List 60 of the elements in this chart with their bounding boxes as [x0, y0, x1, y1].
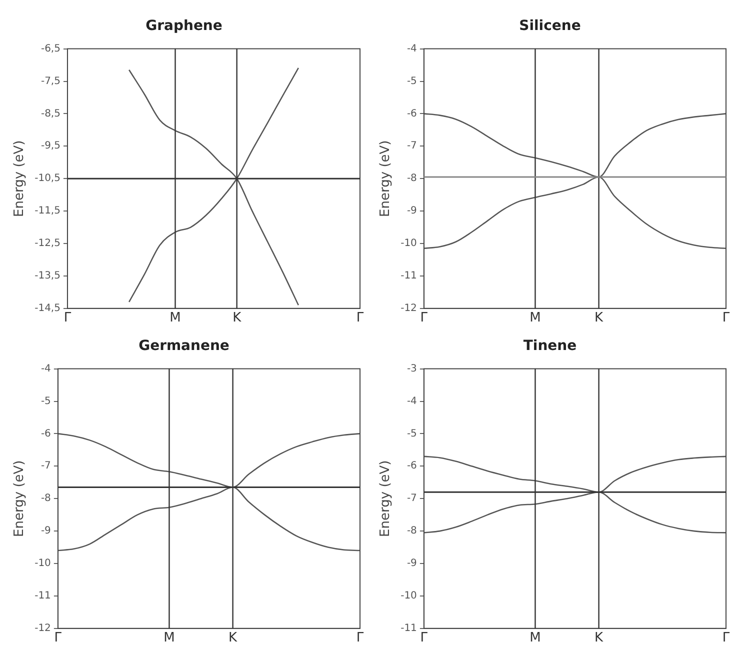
y-tick-label: -7: [406, 140, 417, 152]
x-tick-label: Γ: [722, 310, 730, 326]
x-tick-label: M: [164, 630, 175, 646]
y-tick-label: -10,5: [34, 173, 60, 184]
y-axis-title: Energy (eV): [378, 460, 394, 537]
y-tick-label: -12: [34, 622, 51, 634]
x-tick-label: K: [232, 310, 242, 326]
y-tick-label: -4: [40, 363, 51, 374]
y-tick-label: -10: [34, 558, 51, 570]
x-tick-label: M: [530, 310, 541, 326]
y-tick-label: -8: [406, 526, 417, 537]
chart-title: Graphene: [146, 18, 222, 34]
y-tick-label: -11: [400, 270, 417, 282]
y-tick-label: -13,5: [34, 270, 60, 282]
x-tick-label: K: [228, 630, 238, 646]
y-tick-label: -4: [406, 396, 417, 407]
x-tick-label: Γ: [54, 630, 62, 646]
y-tick-label: -10: [400, 590, 417, 602]
y-tick-label: -8,5: [40, 108, 60, 120]
x-tick-label: M: [530, 630, 541, 646]
y-tick-label: -3: [406, 363, 417, 374]
x-tick-label: Γ: [356, 310, 364, 326]
y-tick-label: -12,5: [34, 238, 60, 250]
chart-title: Silicene: [519, 18, 581, 34]
x-tick-label: Γ: [722, 630, 730, 646]
y-tick-label: -5: [406, 76, 417, 87]
y-tick-label: -9: [406, 206, 417, 217]
x-tick-label: M: [170, 310, 181, 326]
y-tick-label: -5: [406, 428, 417, 440]
y-tick-label: -8: [40, 493, 51, 504]
y-axis-title: Energy (eV): [378, 140, 394, 217]
x-tick-label: Γ: [420, 310, 428, 326]
x-tick-label: K: [594, 310, 604, 326]
y-tick-label: -9,5: [40, 140, 60, 152]
y-tick-label: -6: [40, 428, 51, 440]
x-tick-label: Γ: [420, 630, 428, 646]
y-tick-label: -8: [406, 173, 417, 184]
y-tick-label: -7: [40, 460, 51, 472]
x-tick-label: Γ: [64, 310, 72, 326]
chart-title: Tinene: [523, 338, 577, 354]
y-tick-label: -9: [406, 558, 417, 570]
y-tick-label: -14,5: [34, 302, 60, 314]
y-axis-title: Energy (eV): [12, 140, 28, 217]
x-tick-label: K: [594, 630, 604, 646]
y-tick-label: -6: [406, 460, 417, 472]
y-tick-label: -5: [40, 396, 51, 407]
y-tick-label: -11: [34, 590, 51, 602]
y-tick-label: -9: [40, 526, 51, 537]
y-tick-label: -4: [406, 43, 417, 54]
y-tick-label: -6: [406, 108, 417, 120]
chart-title: Germanene: [138, 338, 230, 354]
y-tick-label: -7: [406, 493, 417, 504]
x-tick-label: Γ: [356, 630, 364, 646]
y-tick-label: -12: [400, 302, 417, 314]
y-tick-label: -11: [400, 622, 417, 634]
y-tick-label: -10: [400, 238, 417, 250]
y-tick-label: -7,5: [40, 76, 60, 87]
y-tick-label: -6,5: [40, 43, 60, 54]
y-tick-label: -11,5: [34, 206, 60, 217]
y-axis-title: Energy (eV): [12, 460, 28, 537]
